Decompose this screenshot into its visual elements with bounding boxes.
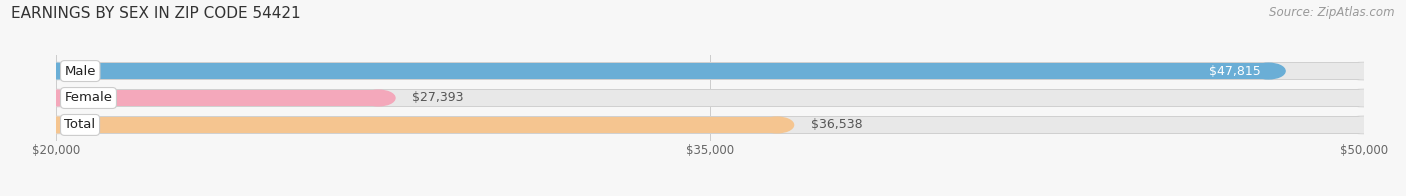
Ellipse shape [39, 90, 73, 106]
Text: Female: Female [65, 92, 112, 104]
Bar [56, 89, 1364, 107]
Ellipse shape [31, 89, 82, 107]
Ellipse shape [1347, 63, 1381, 79]
Ellipse shape [1253, 63, 1285, 79]
Ellipse shape [1339, 62, 1389, 80]
Ellipse shape [761, 117, 793, 133]
Ellipse shape [31, 116, 82, 134]
Ellipse shape [39, 117, 73, 133]
Bar [56, 117, 778, 133]
Text: $27,393: $27,393 [412, 92, 464, 104]
Bar [56, 63, 1268, 79]
Text: Male: Male [65, 64, 96, 78]
Text: $36,538: $36,538 [811, 118, 863, 132]
Ellipse shape [1339, 89, 1389, 107]
Text: Source: ZipAtlas.com: Source: ZipAtlas.com [1270, 6, 1395, 19]
Bar [56, 116, 1364, 134]
Text: $47,815: $47,815 [1209, 64, 1260, 78]
Ellipse shape [39, 117, 73, 133]
Bar [56, 90, 378, 106]
Ellipse shape [31, 62, 82, 80]
Ellipse shape [1347, 117, 1381, 133]
Ellipse shape [1339, 116, 1389, 134]
Ellipse shape [361, 90, 395, 106]
Ellipse shape [39, 63, 73, 79]
Text: EARNINGS BY SEX IN ZIP CODE 54421: EARNINGS BY SEX IN ZIP CODE 54421 [11, 6, 301, 21]
Bar [56, 62, 1364, 80]
Ellipse shape [39, 90, 73, 106]
Bar [56, 90, 1364, 106]
Text: Total: Total [65, 118, 96, 132]
Ellipse shape [1347, 90, 1381, 106]
Bar [56, 117, 1364, 133]
Ellipse shape [39, 63, 73, 79]
Bar [56, 63, 1364, 79]
